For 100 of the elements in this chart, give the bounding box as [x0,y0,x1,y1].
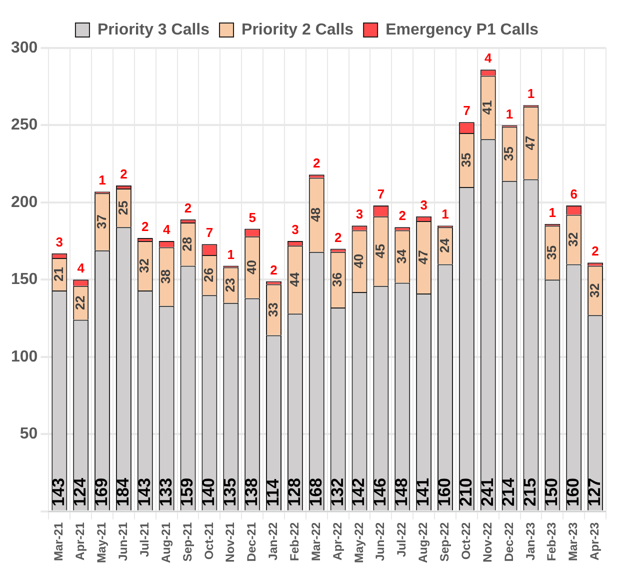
x-tick-label: Jun-22 [373,522,388,561]
data-label: 141 [413,478,432,506]
data-label: 7 [463,103,470,118]
data-label: 33 [265,302,280,318]
data-label: 133 [156,478,176,506]
x-tick-label: Nov-22 [480,522,494,562]
data-label: 1 [548,205,556,220]
data-label: 143 [49,478,68,506]
x-tick-label: Apr-23 [588,522,602,560]
data-label: 21 [50,267,66,282]
data-label: 138 [242,478,262,506]
data-label: 47 [415,250,430,264]
data-label: 7 [377,186,385,202]
data-label: 7 [206,225,214,240]
data-label: 168 [306,478,326,506]
data-label: 128 [284,478,304,506]
legend-label: Priority 2 Calls [242,21,354,38]
data-label: 241 [478,478,497,506]
data-label: 23 [222,278,238,292]
data-label: 41 [480,100,495,115]
data-label: 169 [92,478,111,506]
data-label: 36 [330,272,345,287]
x-tick-label: Dec-21 [244,522,259,562]
data-label: 32 [586,283,602,298]
data-label: 37 [94,214,109,229]
data-label: 148 [392,478,412,506]
y-tick-label: 300 [10,39,38,56]
data-label: 28 [180,236,195,252]
legend-label: Priority 3 Calls [97,21,210,38]
data-label: 4 [162,222,171,238]
data-label: 4 [484,50,492,66]
data-label: 6 [570,186,578,202]
x-tick-label: Feb-22 [288,522,302,561]
x-tick-label: Jun-21 [116,522,130,561]
x-tick-label: Aug-22 [416,522,430,563]
data-label: 26 [201,268,216,282]
data-label: 48 [308,208,324,222]
y-tick-label: 100 [10,348,38,366]
data-label: 2 [592,244,599,259]
data-label: 1 [527,86,535,102]
data-label: 45 [372,244,388,258]
data-label: 210 [456,478,476,506]
data-label: 34 [394,248,409,264]
x-tick-label: Sep-22 [438,522,452,562]
x-tick-label: Mar-23 [566,522,580,561]
data-label: 35 [544,245,559,260]
data-label: 135 [220,478,240,506]
data-label: 215 [520,478,540,506]
data-label: 24 [436,238,452,253]
y-tick-label: 150 [10,271,38,288]
x-tick-label: Nov-21 [223,522,238,562]
y-tick-label: 50 [20,426,38,442]
data-label: 160 [434,478,454,506]
data-label: 1 [506,106,514,122]
x-tick-label: Mar-21 [52,522,66,561]
x-tick-label: May-22 [352,522,366,563]
data-label: 132 [328,478,347,506]
data-label: 3 [420,197,428,212]
y-tick-label: 200 [10,194,38,211]
data-label: 142 [349,478,368,506]
data-label: 150 [542,478,562,506]
x-tick-label: Oct-22 [458,522,473,560]
data-label: 1 [442,206,449,222]
data-label: 47 [522,136,538,150]
data-label: 184 [113,477,132,506]
data-label: 4 [77,260,86,276]
x-tick-label: Sep-21 [180,522,194,562]
data-label: 3 [356,206,364,222]
data-label: 2 [270,262,278,278]
data-label: 140 [199,478,218,506]
data-label: 40 [351,254,366,268]
x-tick-label: Apr-21 [73,522,88,560]
data-label: 5 [248,210,256,225]
x-tick-label: Aug-21 [158,522,173,563]
data-label: 1 [227,246,235,262]
data-label: 2 [313,156,320,171]
data-label: 1 [98,172,106,188]
x-tick-label: Jul-22 [394,522,409,557]
x-tick-label: Dec-22 [502,522,516,562]
data-label: 2 [120,166,128,182]
data-label: 2 [142,219,149,234]
x-tick-label: Mar-22 [308,522,323,561]
x-tick-label: Jul-21 [137,522,152,557]
data-label: 2 [334,230,342,245]
data-label: 2 [398,208,406,224]
data-label: 146 [370,478,390,506]
data-label: 35 [501,146,516,162]
data-label: 214 [499,477,518,506]
data-label: 40 [244,260,259,275]
legend-label: Emergency P1 Calls [386,21,539,38]
data-label: 44 [286,272,302,287]
data-label: 32 [136,258,152,273]
data-label: 159 [178,478,197,506]
x-tick-label: Oct-21 [202,522,216,560]
data-label: 25 [115,200,130,216]
x-tick-label: Feb-23 [544,522,559,561]
y-tick-label: 250 [10,116,38,134]
data-label: 35 [458,152,474,168]
data-label: 38 [158,269,174,284]
x-tick-label: Apr-22 [330,522,344,560]
